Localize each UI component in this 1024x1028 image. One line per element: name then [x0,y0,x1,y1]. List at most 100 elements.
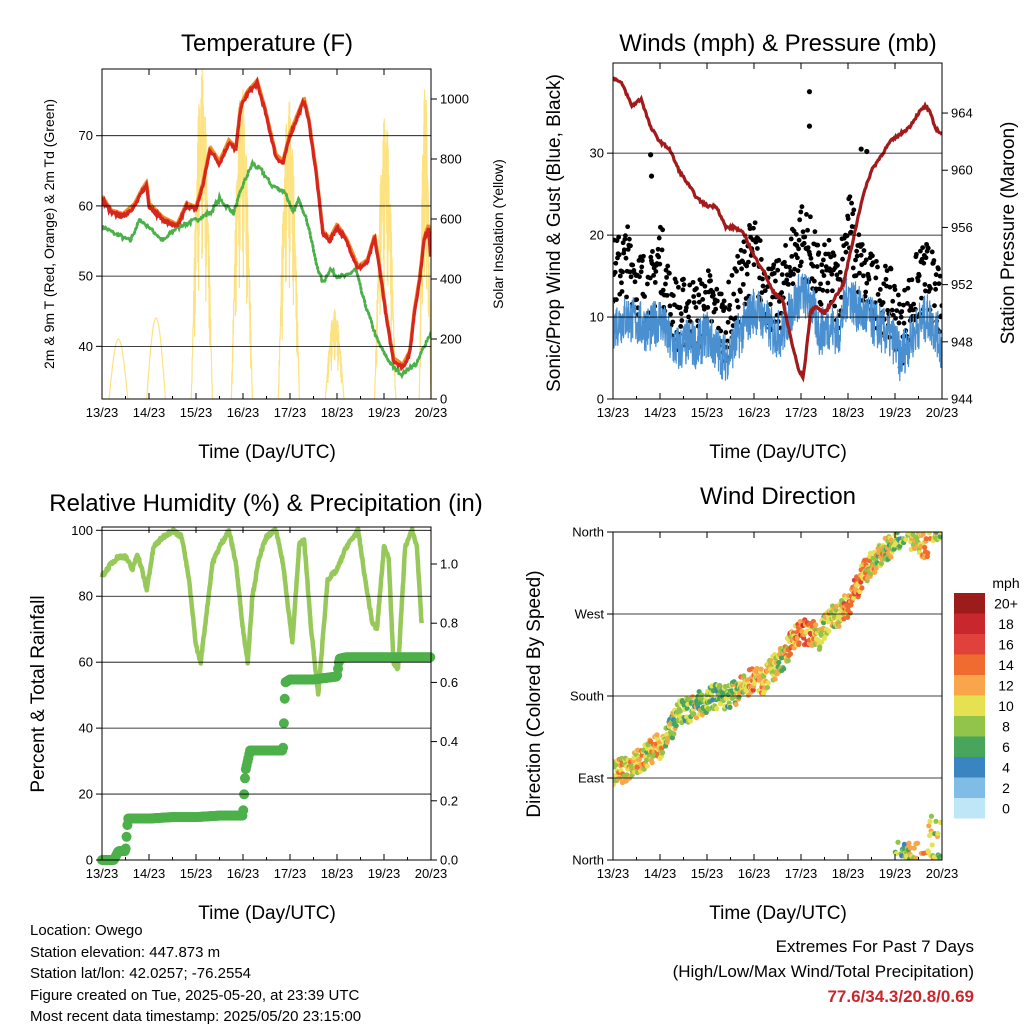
direction-point [939,857,942,860]
gust-point [840,256,845,262]
gust-point [877,287,883,292]
legend-swatch [954,654,985,675]
gust-point [829,288,835,294]
gust-point [839,294,844,300]
gust-point [735,253,741,259]
direction-point [929,842,935,848]
direction-point [684,705,690,711]
humidity-x-tick-label: 15/23 [180,866,213,881]
humidity-x-ticks: 13/23 14/23 15/23 16/23 17/23 18/23 19/23 20/23 [86,527,447,881]
gust-point [665,263,671,269]
humidity-x-tick-label: 13/23 [86,866,119,881]
gust-point [714,298,720,304]
gust-point [647,275,653,281]
gust-point [726,279,732,285]
direction-y-tick-label: West [575,607,605,622]
gust-point [883,263,888,269]
gust-point [822,242,827,248]
gust-point [787,264,792,270]
humidity-line [99,526,424,697]
gust-point [734,298,740,304]
direction-x-ticks: 13/23 14/23 15/23 16/23 17/23 18/23 19/23 20/23 [597,532,958,881]
gust-point [829,271,835,277]
gust-point [795,268,801,274]
direction-ylabel: Direction (Colored By Speed) [524,570,545,817]
direction-point [656,740,662,746]
temperature-y2-tick-label: 200 [440,332,462,347]
temperature-y2-tick-label: 0 [440,392,447,407]
gust-point [729,272,735,278]
gust-point [933,286,939,292]
gust-point [670,293,676,299]
precip-point [278,718,289,729]
gust-point [896,320,902,326]
humidity-y2-tick-label: 0.0 [440,853,458,868]
gust-point [857,270,862,276]
gust-point [844,241,849,246]
wind-y-tick-label: 0 [597,392,604,407]
gust-point [805,245,811,251]
gust-point [938,313,942,319]
direction-point [819,639,825,645]
gust-point [928,286,933,291]
humidity-clipped [97,526,436,865]
gust-point [790,281,796,287]
gust-point [843,249,849,255]
direction-point [736,694,742,700]
gust-point [818,281,823,287]
gust-point [751,262,757,268]
gust-point [660,227,666,233]
gust-point [853,273,859,279]
gust-point [637,274,642,280]
wind-x-tick-label: 20/23 [926,405,959,420]
direction-point [873,565,879,571]
gust-point [735,304,741,310]
gust-point [638,269,644,275]
direction-point [820,620,827,626]
gust-point [870,253,875,259]
recent-text: Most recent data timestamp: 2025/05/20 2… [30,1008,362,1025]
extremes-box: Extremes For Past 7 Days (High/Low/Max W… [673,934,974,1009]
direction-point [727,704,733,710]
wind-series [613,76,942,383]
solar-line [146,317,166,399]
gust-point [834,272,840,278]
direction-point [891,546,897,552]
gust-point [726,306,732,312]
gust-point [921,260,927,266]
direction-series [613,532,942,860]
gust-point [810,263,816,269]
gust-point [683,305,689,311]
direction-panel: Wind Direction North East South West North 1… [524,483,1020,924]
direction-point [935,830,941,837]
gust-point [616,252,622,258]
gust-point [920,245,926,251]
humidity-y-tick-label: 40 [79,721,93,736]
gust-point [676,284,681,290]
gust-point [686,299,692,304]
direction-point [797,618,803,625]
wind-x-tick-label: 15/23 [691,405,724,420]
gust-point [723,330,729,335]
gust-point [931,258,937,263]
direction-point [901,841,908,847]
legend-swatch [954,757,985,778]
gust-point [795,255,800,261]
direction-point [741,673,747,679]
humidity-ylabel: Percent & Total Rainfall [28,595,49,792]
gust-point [620,269,625,275]
gust-point [639,258,645,263]
gust-point [702,283,708,289]
direction-point [927,818,933,825]
wind-y2-tick-label: 964 [951,106,973,121]
wind-y2-tick-label: 952 [951,277,973,292]
gust-point [801,240,807,246]
direction-point [660,749,666,756]
gust-point [854,248,860,254]
gust-point [738,289,743,295]
gust-point [648,173,655,179]
precip-point [279,693,290,704]
direction-point [925,550,931,556]
gust-point [613,260,619,266]
gust-point [742,249,747,254]
